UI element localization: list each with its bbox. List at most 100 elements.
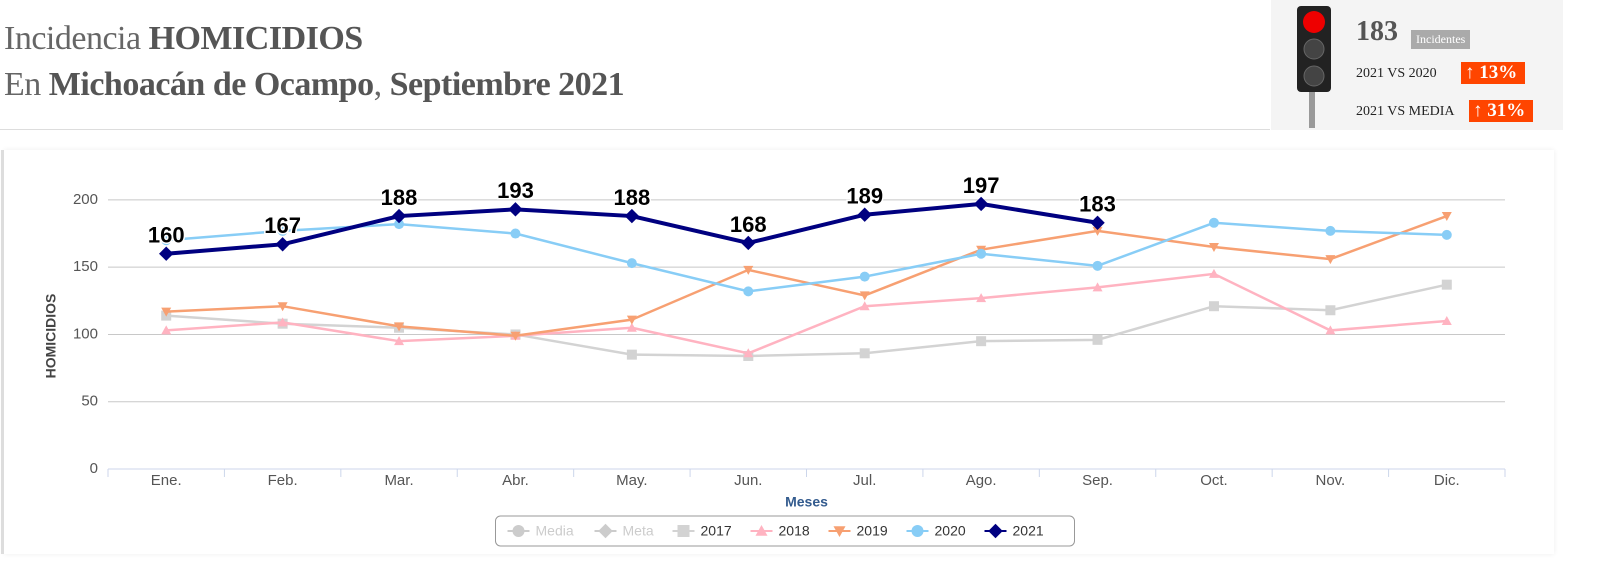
green-lamp	[1303, 65, 1325, 87]
marker	[755, 525, 768, 536]
marker	[976, 248, 987, 259]
legend-label: Media	[536, 523, 574, 539]
data-label: 193	[497, 178, 534, 203]
compare-value: ↑ 13%	[1461, 62, 1526, 84]
marker	[1092, 226, 1103, 236]
pole	[1309, 90, 1315, 128]
data-label: 188	[381, 185, 418, 210]
marker	[277, 317, 288, 327]
y-tick-label: 50	[81, 393, 98, 410]
marker	[911, 525, 924, 537]
compare-number: 13%	[1479, 62, 1518, 83]
divider	[0, 129, 1270, 130]
marker	[859, 271, 870, 282]
traffic-light	[1297, 6, 1331, 128]
marker	[626, 322, 637, 332]
marker	[1208, 217, 1219, 228]
marker	[1325, 325, 1336, 335]
count: 183	[1356, 16, 1398, 47]
marker	[626, 349, 637, 360]
title-strong: HOMICIDIOS	[148, 20, 364, 57]
x-tick-label: Ene.	[151, 472, 182, 489]
x-tick-label: Sep.	[1082, 472, 1113, 489]
marker	[161, 235, 172, 246]
marker	[1441, 279, 1452, 290]
legend-label: 2019	[857, 523, 888, 539]
marker	[277, 302, 288, 312]
title-line: En Michoacán de Ocampo, Septiembre 2021	[4, 62, 625, 108]
x-tick-label: Feb.	[268, 472, 298, 489]
marker	[1325, 225, 1336, 236]
marker	[1092, 260, 1103, 271]
data-label: 197	[963, 173, 1000, 198]
marker	[275, 237, 290, 252]
x-tick-label: Dic.	[1434, 472, 1460, 489]
red-lamp	[1303, 11, 1325, 33]
marker	[394, 336, 405, 346]
legend-label: 2021	[1013, 523, 1044, 539]
marker	[624, 208, 640, 224]
count-label: Incidentes	[1411, 30, 1471, 49]
marker	[394, 322, 405, 332]
marker	[1208, 301, 1219, 312]
marker	[394, 219, 405, 230]
marker	[161, 325, 172, 335]
x-tick-label: Nov.	[1316, 472, 1346, 489]
marker	[1325, 255, 1336, 265]
compare-number: 31%	[1487, 100, 1526, 121]
y-tick-label: 200	[73, 191, 98, 208]
marker	[833, 526, 846, 537]
marker	[161, 307, 172, 317]
legend-label: 2020	[935, 523, 966, 539]
data-label: 167	[264, 213, 301, 238]
marker	[159, 246, 174, 261]
x-tick-label: Jun.	[734, 472, 762, 489]
amber-lamp	[1303, 38, 1325, 60]
marker	[391, 208, 407, 224]
marker	[859, 348, 870, 359]
marker	[1208, 268, 1219, 278]
marker	[1092, 282, 1103, 292]
title-text: Incidencia	[4, 20, 149, 57]
data-label: 160	[148, 223, 185, 248]
data-label: 188	[614, 185, 651, 210]
x-axis-label: Meses	[785, 494, 828, 510]
marker	[277, 225, 288, 236]
series-line	[166, 221, 1447, 293]
compare-label: 2021 VS MEDIA	[1356, 104, 1455, 119]
marker	[859, 301, 870, 311]
series-line	[166, 272, 1447, 355]
legend-label: 2017	[701, 523, 732, 539]
marker	[859, 291, 870, 301]
x-tick-label: May.	[616, 472, 647, 489]
marker	[1325, 305, 1336, 316]
marker	[510, 331, 521, 341]
y-tick-label: 150	[73, 258, 98, 275]
x-tick-label: Oct.	[1200, 472, 1228, 489]
y-tick-label: 0	[90, 460, 98, 477]
title-strong: Michoacán de Ocampo	[48, 66, 374, 103]
x-tick-label: Jul.	[853, 472, 876, 489]
marker	[1090, 215, 1105, 230]
marker	[741, 235, 756, 251]
marker	[976, 336, 987, 347]
marker	[508, 202, 523, 217]
header: Incidencia HOMICIDIOS En Michoacán de Oc…	[4, 16, 625, 108]
data-label: 189	[846, 184, 883, 209]
chart-card	[4, 150, 1554, 554]
marker	[973, 196, 989, 212]
marker	[1092, 334, 1103, 345]
series-line	[166, 214, 1448, 338]
marker	[1441, 212, 1452, 222]
marker	[1441, 229, 1452, 240]
marker	[510, 228, 521, 239]
compare-label: 2021 VS 2020	[1356, 66, 1437, 81]
legend-label: 2018	[779, 523, 810, 539]
title-text: ,	[373, 66, 390, 103]
data-label: 168	[730, 212, 767, 237]
title-strong: Septiembre 2021	[389, 66, 625, 103]
title-text: En	[4, 66, 49, 103]
marker	[512, 525, 525, 537]
